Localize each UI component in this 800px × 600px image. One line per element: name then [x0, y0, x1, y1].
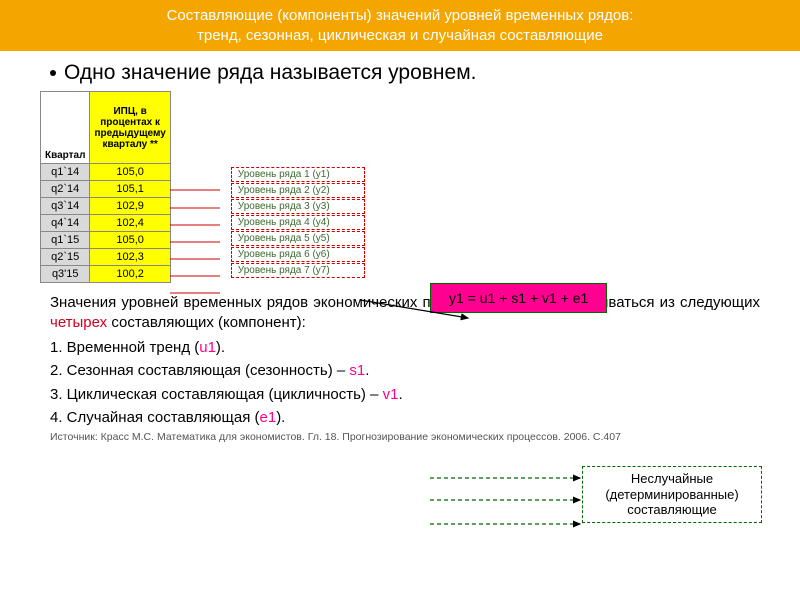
table-row: q1`14105,0 [41, 164, 171, 181]
slide-header: Составляющие (компоненты) значений уровн… [0, 0, 800, 51]
data-table: Квартал ИПЦ, в процентах к предыдущему к… [40, 91, 171, 283]
components-list: 1. Временной тренд (u1). 2. Сезонная сос… [0, 334, 800, 429]
th-kvartal: Квартал [41, 92, 90, 164]
list-item: 3. Циклическая составляющая (цикличность… [50, 383, 760, 406]
table-row: q3'15100,2 [41, 266, 171, 283]
side-box: Неслучайные (детерминированные) составля… [582, 466, 762, 523]
table-area: Квартал ИПЦ, в процентах к предыдущему к… [40, 91, 770, 283]
table-row: q1`15105,0 [41, 232, 171, 249]
table-row: q3`14102,9 [41, 198, 171, 215]
header-line2: тренд, сезонная, циклическая и случайная… [8, 26, 792, 46]
bullet-icon [50, 70, 56, 76]
levels-list: Уровень ряда 1 (y1) Уровень ряда 2 (y2) … [231, 167, 365, 279]
list-item: 4. Случайная составляющая (e1). [50, 406, 760, 429]
level-item: Уровень ряда 7 (y7) [231, 263, 365, 278]
th-ipc: ИПЦ, в процентах к предыдущему кварталу … [90, 92, 170, 164]
source-text: Источник: Красс М.С. Математика для экон… [0, 429, 800, 443]
table-row: q2`14105,1 [41, 181, 171, 198]
content-area: Квартал ИПЦ, в процентах к предыдущему к… [0, 91, 800, 283]
list-item: 1. Временной тренд (u1). [50, 336, 760, 359]
emphasis-four: четырех [50, 314, 107, 331]
table-row: q2`15102,3 [41, 249, 171, 266]
level-item: Уровень ряда 5 (y5) [231, 231, 365, 246]
level-item: Уровень ряда 6 (y6) [231, 247, 365, 262]
table-row: q4`14102,4 [41, 215, 171, 232]
main-title-text: Одно значение ряда называется уровнем. [64, 61, 476, 84]
level-item: Уровень ряда 3 (y3) [231, 199, 365, 214]
list-item: 2. Сезонная составляющая (сезонность) – … [50, 359, 760, 382]
header-line1: Составляющие (компоненты) значений уровн… [8, 6, 792, 26]
level-item: Уровень ряда 2 (y2) [231, 183, 365, 198]
formula-box: y1 = u1 + s1 + v1 + e1 [430, 283, 607, 313]
main-title: Одно значение ряда называется уровнем. [0, 51, 800, 91]
level-item: Уровень ряда 1 (y1) [231, 167, 365, 182]
level-item: Уровень ряда 4 (y4) [231, 215, 365, 230]
body-paragraph: Значения уровней временных рядов экономи… [0, 283, 800, 334]
